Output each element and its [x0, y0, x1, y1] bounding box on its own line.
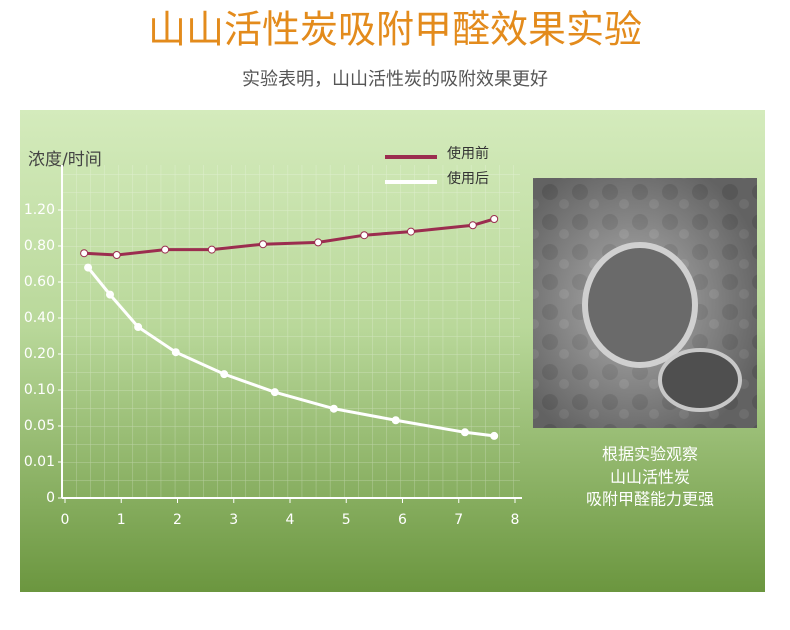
- point: [314, 238, 323, 247]
- point: [259, 240, 267, 249]
- grid: [62, 165, 520, 498]
- x-tick-label: 1: [117, 512, 126, 528]
- point: [270, 388, 279, 397]
- point: [360, 231, 369, 240]
- photo: [533, 178, 757, 428]
- series-line: [86, 266, 495, 438]
- point: [329, 404, 338, 413]
- caption: 吸附甲醛能力更强: [586, 490, 714, 509]
- point: [406, 227, 415, 236]
- y-tick-label: 0: [46, 490, 55, 506]
- x-tick-label: 3: [229, 512, 238, 528]
- title: 山山活性炭吸附甲醛效果实验: [148, 8, 642, 52]
- subtitle: 实验表明，山山活性炭的吸附效果更好: [242, 69, 548, 90]
- y-tick-label: 0.80: [24, 238, 55, 254]
- y-tick-label: 0.10: [24, 382, 55, 398]
- point: [460, 428, 469, 437]
- x-tick-label: 6: [398, 512, 407, 528]
- point: [134, 323, 143, 331]
- point: [490, 431, 499, 440]
- x-tick-label: 8: [511, 512, 520, 528]
- series-line: [84, 217, 495, 257]
- legend-label: 使用后: [447, 170, 489, 187]
- caption: 山山活性炭: [610, 468, 690, 487]
- point: [106, 290, 114, 299]
- point: [84, 263, 93, 272]
- point: [490, 215, 499, 223]
- y-tick-label: 0.20: [24, 346, 55, 362]
- caption: 根据实验观察: [602, 445, 698, 464]
- x-tick-label: 2: [173, 512, 182, 528]
- point: [112, 251, 121, 259]
- x-tick-label: 5: [342, 512, 351, 528]
- legend-label: 使用前: [447, 145, 489, 162]
- y-tick-label: 1.20: [24, 202, 55, 218]
- point: [161, 245, 170, 254]
- y-tick-label: 0.40: [24, 310, 55, 326]
- point: [80, 249, 89, 258]
- point: [468, 221, 477, 230]
- y-axis-label: 浓度/时间: [28, 150, 102, 170]
- y-tick-label: 0.60: [24, 274, 55, 290]
- point: [171, 348, 180, 357]
- x-tick-label: 0: [61, 512, 70, 528]
- y-tick-label: 0.05: [24, 418, 55, 434]
- point: [220, 370, 229, 379]
- point: [391, 416, 400, 425]
- point: [207, 245, 216, 254]
- x-tick-label: 4: [286, 512, 295, 528]
- x-tick-label: 7: [454, 512, 463, 528]
- y-tick-label: 0.01: [24, 454, 55, 470]
